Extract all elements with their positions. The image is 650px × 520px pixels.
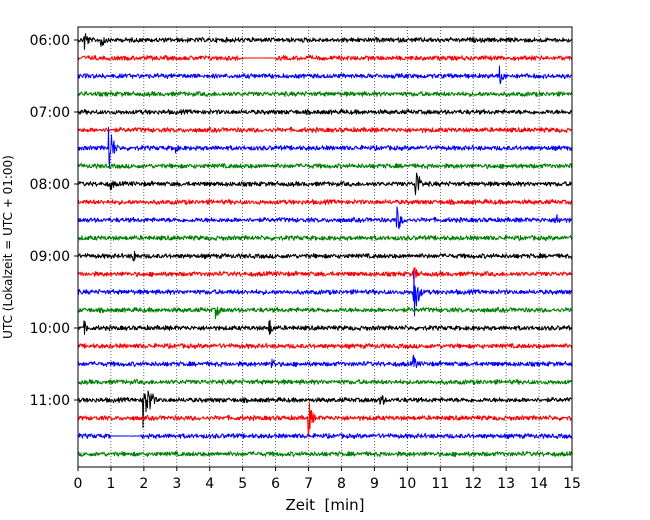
trace-line xyxy=(77,319,573,335)
y-axis-label: UTC (Lokalzeit = UTC + 01:00) xyxy=(1,155,15,339)
x-tick-label: 5 xyxy=(238,476,247,492)
trace-line xyxy=(77,267,573,280)
trace-line xyxy=(77,33,573,50)
trace-line xyxy=(77,65,573,85)
y-tick-label: 11:00 xyxy=(30,393,70,409)
x-tick-label: 4 xyxy=(205,476,214,492)
x-tick-label: 10 xyxy=(398,476,416,492)
traces xyxy=(77,33,573,458)
x-tick-label: 3 xyxy=(172,476,181,492)
grid xyxy=(110,27,540,467)
trace-line xyxy=(77,198,573,206)
trace-line xyxy=(77,390,573,429)
x-tick-label: 6 xyxy=(271,476,280,492)
trace-line xyxy=(77,250,573,262)
trace-line xyxy=(77,342,573,350)
trace-line xyxy=(77,126,573,169)
x-axis: 0 1 2 3 4 5 6 7 8 9 10 11 12 13 14 15 xyxy=(74,467,581,492)
y-tick-label: 07:00 xyxy=(30,105,70,121)
trace-line xyxy=(77,206,573,230)
trace-line xyxy=(77,54,573,62)
x-tick-label: 13 xyxy=(497,476,515,492)
x-tick-label: 15 xyxy=(563,476,581,492)
y-tick-label: 09:00 xyxy=(30,249,70,265)
x-tick-label: 14 xyxy=(530,476,548,492)
plot-frame xyxy=(77,26,573,468)
x-tick-label: 8 xyxy=(337,476,346,492)
y-axis: 06:00 07:00 08:00 09:00 10:00 11:00 xyxy=(30,33,78,409)
x-tick-label: 7 xyxy=(304,476,313,492)
trace-line xyxy=(77,126,573,134)
x-axis-label: Zeit [min] xyxy=(285,496,364,514)
trace-line xyxy=(77,379,573,386)
x-tick-label: 0 xyxy=(74,476,83,492)
y-tick-label: 10:00 xyxy=(30,321,70,337)
trace-line xyxy=(77,90,573,98)
trace-line xyxy=(77,163,573,170)
trace-line xyxy=(77,306,573,320)
trace-line xyxy=(77,172,573,196)
x-tick-label: 9 xyxy=(370,476,379,492)
plot-background xyxy=(78,27,572,467)
x-tick-label: 11 xyxy=(431,476,449,492)
x-tick-label: 1 xyxy=(106,476,115,492)
trace-line xyxy=(77,432,573,440)
x-tick-label: 12 xyxy=(464,476,482,492)
trace-line xyxy=(77,234,573,242)
y-tick-label: 08:00 xyxy=(30,177,70,193)
x-tick-label: 2 xyxy=(139,476,148,492)
trace-line xyxy=(77,402,573,438)
trace-line xyxy=(77,451,573,458)
trace-line xyxy=(77,108,573,116)
trace-line xyxy=(77,270,573,317)
y-tick-label: 06:00 xyxy=(30,33,70,49)
trace-line xyxy=(77,354,573,369)
